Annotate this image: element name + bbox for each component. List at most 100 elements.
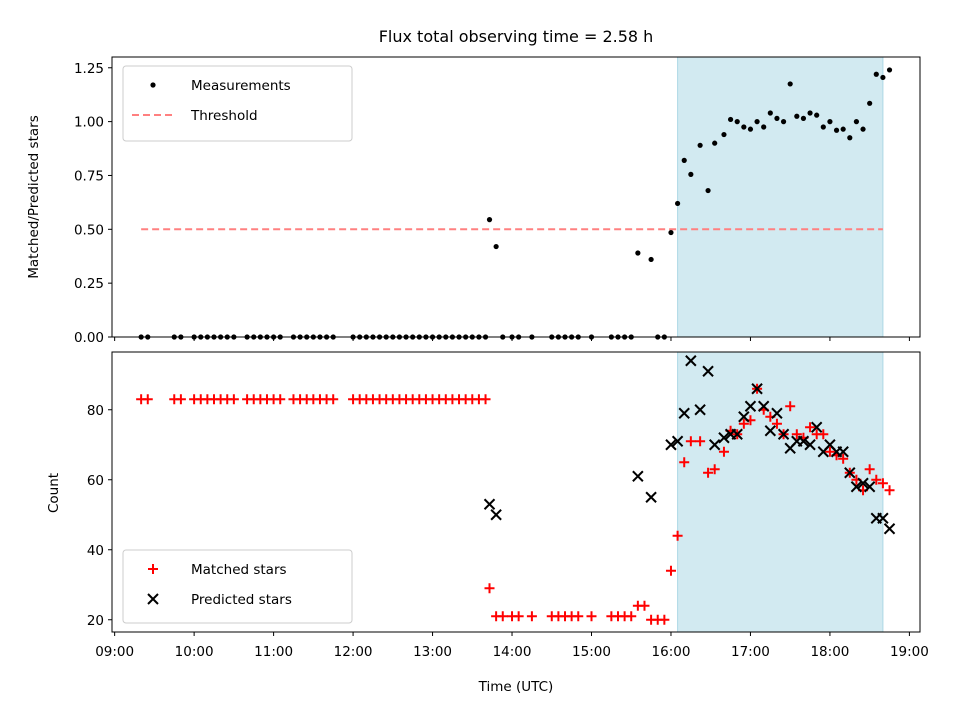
data-point (697, 142, 703, 148)
data-point (810, 421, 823, 433)
legend-label: Matched stars (191, 562, 287, 578)
data-point (761, 124, 767, 130)
data-point (794, 113, 800, 119)
data-point (844, 467, 856, 479)
data-point (731, 428, 743, 440)
legend-box (122, 549, 353, 624)
data-point (840, 126, 846, 132)
data-point (679, 457, 690, 468)
data-point (672, 530, 683, 541)
data-point (780, 119, 787, 125)
legend-marker (150, 82, 156, 88)
data-point (328, 394, 339, 405)
data-point (685, 436, 696, 447)
x-tick-label: 10:00 (175, 644, 214, 660)
highlight-span (677, 351, 884, 633)
data-point (708, 439, 721, 451)
y-tick-label: 60 (87, 473, 104, 489)
data-point (702, 365, 714, 377)
data-point (486, 217, 493, 223)
data-point (497, 611, 508, 622)
data-point (791, 429, 802, 440)
data-point (747, 126, 754, 132)
legend-entry: Threshold (132, 108, 258, 124)
data-point (850, 481, 863, 493)
data-point (639, 600, 650, 611)
data-point (480, 394, 491, 405)
data-point (681, 157, 687, 163)
highlight-span (677, 56, 884, 338)
y-tick-label: 40 (87, 543, 104, 559)
plot-frame (111, 351, 921, 633)
data-point (738, 411, 750, 423)
data-point (886, 67, 893, 73)
data-point (668, 229, 674, 236)
y-tick-label: 1.00 (74, 115, 104, 131)
legend-label: Measurements (191, 78, 291, 94)
data-point (838, 453, 849, 464)
data-point (767, 110, 773, 116)
data-point (807, 110, 813, 116)
data-point (785, 401, 796, 412)
data-point (877, 478, 888, 489)
data-point (493, 243, 499, 250)
data-point (142, 394, 153, 405)
data-point (734, 119, 740, 125)
data-point (645, 491, 657, 503)
data-point (797, 435, 810, 447)
chart-title: Flux total observing time = 2.58 h (379, 27, 654, 46)
data-point (877, 512, 889, 524)
legend-marker (148, 564, 158, 574)
x-tick-label: 09:00 (95, 644, 134, 660)
data-point (774, 115, 780, 121)
y-tick-label: 0.00 (74, 330, 104, 346)
data-point (805, 422, 816, 433)
x-tick-label: 11:00 (254, 644, 293, 660)
data-point (860, 126, 866, 132)
data-point (671, 435, 684, 447)
x-tick-label: 16:00 (652, 644, 691, 660)
x-tick-label: 15:00 (572, 644, 611, 660)
y-tick-label: 0.50 (74, 222, 104, 238)
data-point (847, 135, 853, 141)
legend: Measurements Threshold (122, 65, 353, 142)
count-plot-panel: Count Time (UTC) 20 40 60 80 09:00 10:00 11:00… (46, 351, 929, 695)
x-tick-label: 19:00 (890, 644, 929, 660)
data-point (771, 418, 782, 429)
data-point (880, 74, 886, 81)
data-point (853, 119, 860, 125)
data-point (665, 439, 677, 451)
legend-label: Threshold (190, 108, 258, 124)
legend-label: Predicted stars (191, 592, 292, 608)
data-point (837, 446, 849, 458)
data-point (718, 432, 730, 444)
ratio-y-axis-label: Matched/Predicted stars (26, 115, 42, 278)
plot-frame (111, 56, 921, 338)
data-point (626, 611, 637, 622)
data-point (648, 256, 654, 263)
legend-box (122, 65, 353, 142)
data-point (228, 394, 239, 405)
data-point (867, 100, 873, 106)
legend-entry: Matched stars (148, 562, 287, 578)
data-point (871, 474, 882, 485)
data-point (727, 116, 734, 123)
data-point (573, 611, 584, 622)
legend-marker (147, 593, 159, 605)
x-axis-label: Time (UTC) (478, 679, 554, 695)
legend-entry: Predicted stars (147, 592, 292, 608)
data-point (718, 446, 729, 457)
data-point (757, 400, 770, 412)
data-point (483, 498, 496, 510)
data-point (526, 611, 537, 622)
series-predicted-stars (483, 355, 896, 535)
data-point (818, 429, 829, 440)
data-point (175, 394, 186, 405)
data-point (665, 565, 676, 576)
data-point (721, 131, 727, 138)
data-point (804, 439, 816, 451)
x-tick-label: 12:00 (334, 644, 373, 660)
data-point (820, 124, 826, 130)
data-point (675, 200, 681, 207)
